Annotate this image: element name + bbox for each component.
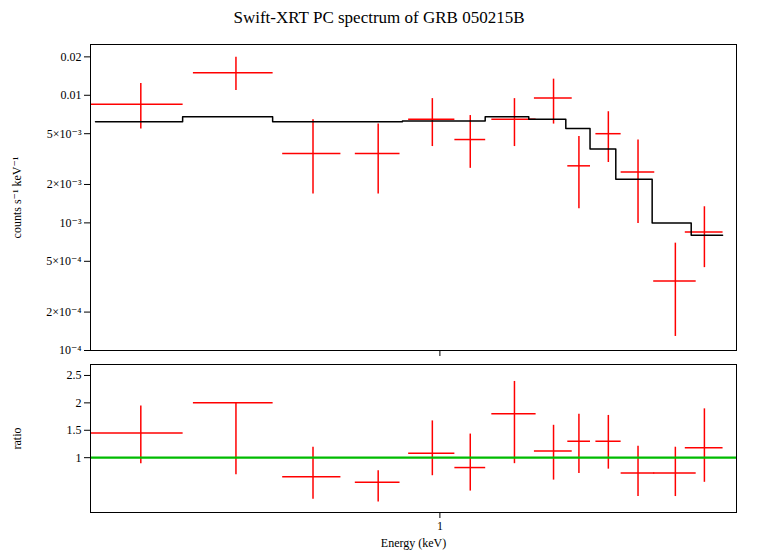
svg-text:5×10⁻³: 5×10⁻³ bbox=[47, 127, 82, 141]
svg-text:1: 1 bbox=[76, 451, 82, 465]
svg-text:0.02: 0.02 bbox=[61, 50, 82, 64]
svg-text:10⁻³: 10⁻³ bbox=[60, 216, 82, 230]
svg-text:2.5: 2.5 bbox=[67, 368, 82, 382]
svg-text:ratio: ratio bbox=[10, 428, 24, 450]
svg-text:1.5: 1.5 bbox=[67, 423, 82, 437]
svg-text:0.01: 0.01 bbox=[61, 88, 82, 102]
svg-text:5×10⁻⁴: 5×10⁻⁴ bbox=[46, 254, 81, 268]
svg-text:1: 1 bbox=[437, 519, 443, 533]
svg-text:Energy (keV): Energy (keV) bbox=[381, 536, 446, 550]
html-text:Swift-XRT PC spectrum of GRB 0: Swift-XRT PC spectrum of GRB 050215B bbox=[233, 8, 525, 27]
svg-text:counts s⁻¹ keV⁻¹: counts s⁻¹ keV⁻¹ bbox=[10, 156, 24, 238]
svg-text:2×10⁻³: 2×10⁻³ bbox=[47, 177, 82, 191]
svg-text:10⁻⁴: 10⁻⁴ bbox=[59, 343, 82, 357]
svg-text:2: 2 bbox=[76, 396, 82, 410]
svg-text:2×10⁻⁴: 2×10⁻⁴ bbox=[46, 305, 81, 319]
